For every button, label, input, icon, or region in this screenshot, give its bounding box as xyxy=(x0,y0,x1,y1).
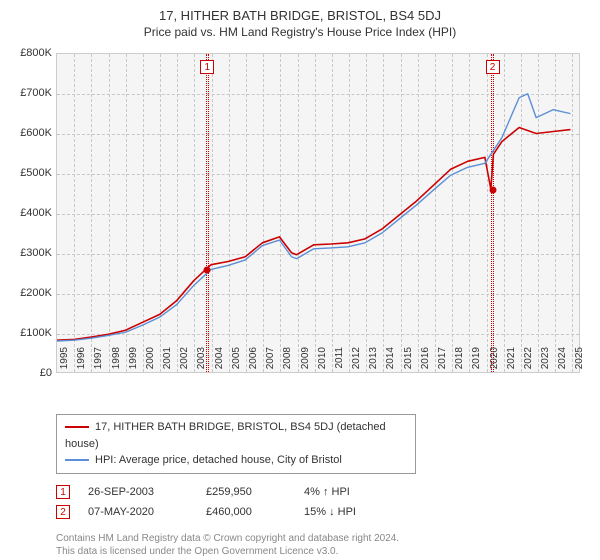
sale-date: 07-MAY-2020 xyxy=(88,506,188,518)
x-tick-label: 2012 xyxy=(351,347,362,377)
sale-point xyxy=(204,267,211,274)
x-tick-label: 2013 xyxy=(368,347,379,377)
chart-subtitle: Price paid vs. HM Land Registry's House … xyxy=(10,25,590,39)
legend-swatch xyxy=(65,459,89,461)
y-tick-label: £300K xyxy=(20,247,52,259)
x-tick-label: 2009 xyxy=(300,347,311,377)
y-tick-label: £100K xyxy=(20,327,52,339)
x-tick-label: 1995 xyxy=(59,347,70,377)
x-tick-label: 2025 xyxy=(574,347,585,377)
x-tick-label: 2006 xyxy=(248,347,259,377)
footnote-line-1: Contains HM Land Registry data © Crown c… xyxy=(56,532,590,545)
series-hpi xyxy=(57,94,570,341)
x-tick-label: 2023 xyxy=(540,347,551,377)
x-tick-label: 2011 xyxy=(334,347,345,377)
legend-label: HPI: Average price, detached house, City… xyxy=(95,454,342,466)
x-tick-label: 2021 xyxy=(506,347,517,377)
legend-item: 17, HITHER BATH BRIDGE, BRISTOL, BS4 5DJ… xyxy=(65,419,407,452)
y-tick-label: £200K xyxy=(20,287,52,299)
sale-hpi: 4% ↑ HPI xyxy=(304,486,394,498)
x-tick-label: 1996 xyxy=(76,347,87,377)
footnote-line-2: This data is licensed under the Open Gov… xyxy=(56,545,590,558)
x-tick-label: 2016 xyxy=(420,347,431,377)
legend: 17, HITHER BATH BRIDGE, BRISTOL, BS4 5DJ… xyxy=(56,414,416,474)
y-tick-label: £500K xyxy=(20,167,52,179)
x-tick-label: 1998 xyxy=(111,347,122,377)
sales-table: 1 26-SEP-2003 £259,950 4% ↑ HPI 2 07-MAY-2020… xyxy=(56,482,590,522)
x-tick-label: 2024 xyxy=(557,347,568,377)
x-tick-label: 2019 xyxy=(471,347,482,377)
x-tick-label: 1997 xyxy=(93,347,104,377)
sale-hpi: 15% ↓ HPI xyxy=(304,506,394,518)
plot-area: 12 xyxy=(56,53,580,373)
x-tick-label: 2003 xyxy=(196,347,207,377)
y-tick-label: £800K xyxy=(20,47,52,59)
sale-price: £259,950 xyxy=(206,486,286,498)
sale-point xyxy=(489,187,496,194)
chart-region: 12 £0 £100K £200K £300K £400K £500K £600K £700K… xyxy=(10,45,590,410)
sale-price: £460,000 xyxy=(206,506,286,518)
x-tick-label: 2008 xyxy=(282,347,293,377)
series-price_paid xyxy=(57,128,570,341)
x-tick-label: 2004 xyxy=(214,347,225,377)
x-tick-label: 1999 xyxy=(128,347,139,377)
series-svg xyxy=(57,54,579,372)
y-tick-label: £0 xyxy=(40,367,52,379)
sale-row-marker: 2 xyxy=(56,505,70,519)
x-tick-label: 2007 xyxy=(265,347,276,377)
legend-label: 17, HITHER BATH BRIDGE, BRISTOL, BS4 5DJ… xyxy=(65,421,386,450)
legend-item: HPI: Average price, detached house, City… xyxy=(65,452,407,469)
chart-title: 17, HITHER BATH BRIDGE, BRISTOL, BS4 5DJ xyxy=(10,8,590,23)
sale-row: 2 07-MAY-2020 £460,000 15% ↓ HPI xyxy=(56,502,590,522)
y-tick-label: £400K xyxy=(20,207,52,219)
sale-date: 26-SEP-2003 xyxy=(88,486,188,498)
x-tick-label: 2018 xyxy=(454,347,465,377)
x-tick-label: 2002 xyxy=(179,347,190,377)
x-tick-label: 2022 xyxy=(523,347,534,377)
sale-row: 1 26-SEP-2003 £259,950 4% ↑ HPI xyxy=(56,482,590,502)
x-tick-label: 2014 xyxy=(385,347,396,377)
x-tick-label: 2005 xyxy=(231,347,242,377)
sale-row-marker: 1 xyxy=(56,485,70,499)
x-tick-label: 2000 xyxy=(145,347,156,377)
x-tick-label: 2020 xyxy=(489,347,500,377)
footnote: Contains HM Land Registry data © Crown c… xyxy=(56,532,590,558)
legend-swatch xyxy=(65,426,89,428)
y-tick-label: £600K xyxy=(20,127,52,139)
y-tick-label: £700K xyxy=(20,87,52,99)
x-tick-label: 2010 xyxy=(317,347,328,377)
x-tick-label: 2017 xyxy=(437,347,448,377)
x-tick-label: 2015 xyxy=(403,347,414,377)
x-tick-label: 2001 xyxy=(162,347,173,377)
